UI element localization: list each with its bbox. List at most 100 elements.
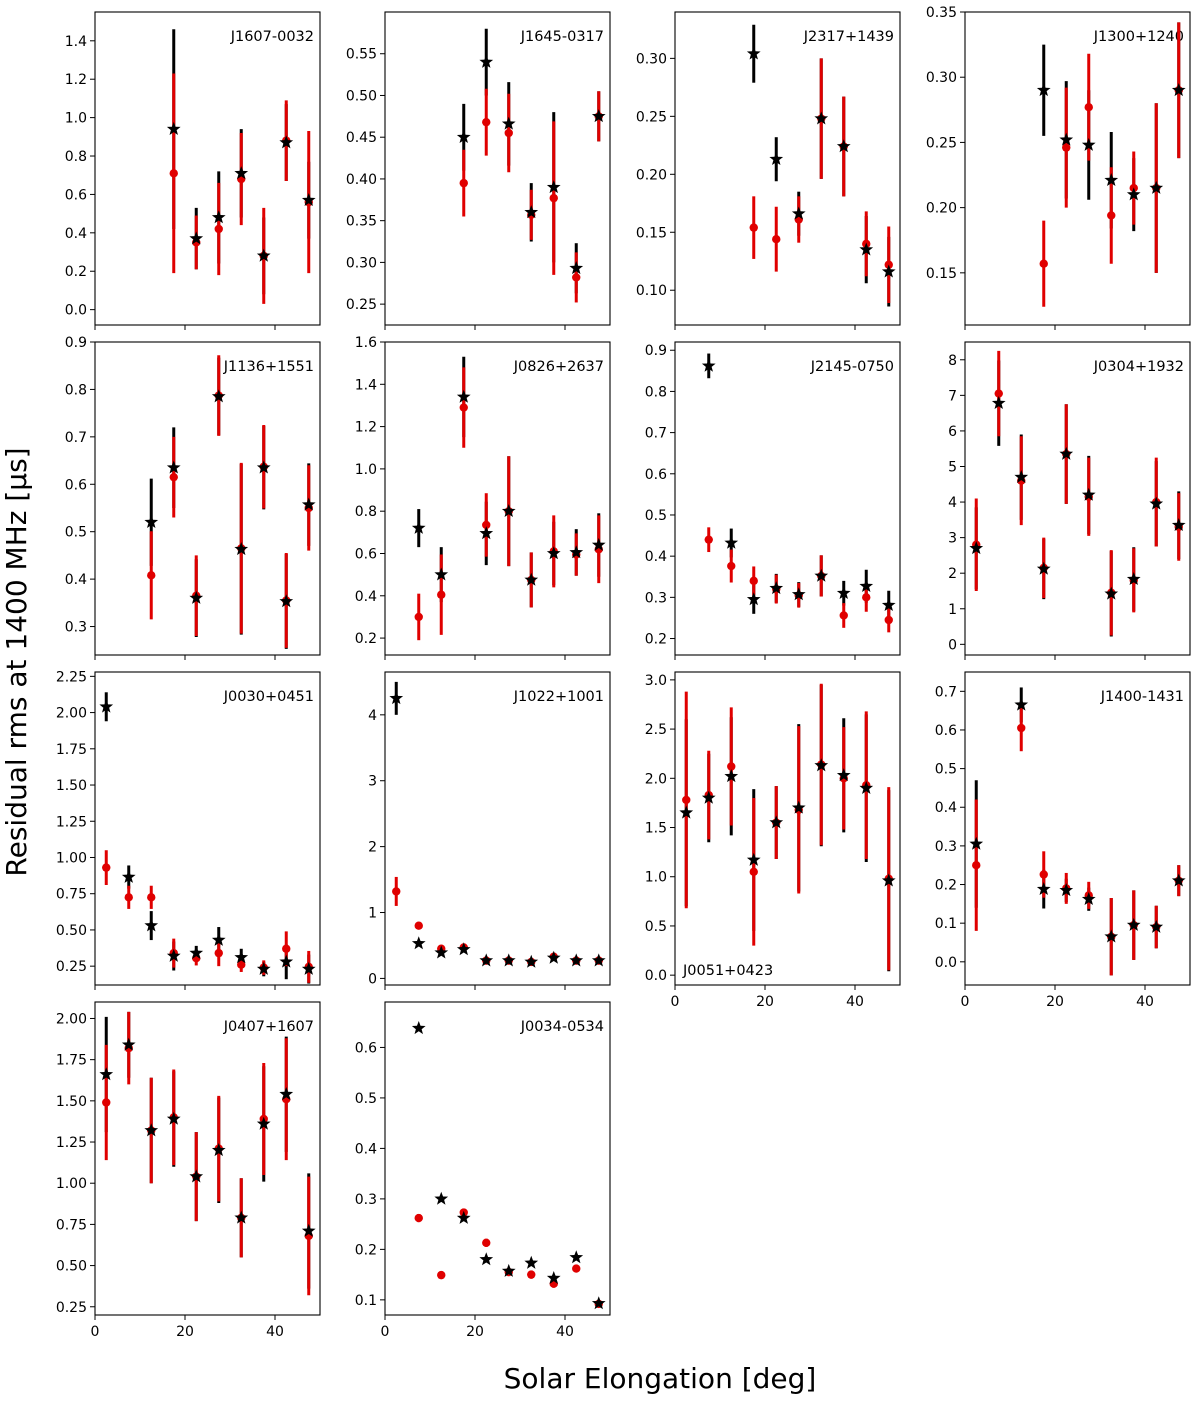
y-tick-label: 8 xyxy=(948,353,957,369)
plot-frame xyxy=(94,341,321,656)
pulsar-label: J0034-0534 xyxy=(520,1019,604,1035)
y-tick-label: 0.20 xyxy=(926,201,957,217)
y-tick-label: 3.0 xyxy=(645,673,667,689)
panel-grid: 0.00.20.40.60.81.01.21.4 J1607-00320.250.… xyxy=(56,5,1191,1340)
y-tick-label: 0.6 xyxy=(935,723,957,739)
y-tick-label: 0.8 xyxy=(645,384,667,400)
panel-j1136+1551: 0.3 0.4 0.5 0.6 0.7 0.8 0.9 J1136+1551 xyxy=(65,335,321,660)
black-star-point xyxy=(479,953,494,967)
black-star-point xyxy=(746,46,761,60)
black-star-point xyxy=(189,945,204,959)
black-star-point xyxy=(501,1263,516,1277)
y-tick-label: 0.1 xyxy=(355,1293,377,1309)
black-star-point xyxy=(121,1037,136,1051)
black-star-point xyxy=(1036,881,1051,895)
y-tick-label: 0.30 xyxy=(636,51,667,67)
black-star-point xyxy=(1014,469,1029,483)
black-star-point xyxy=(1081,892,1096,906)
black-star-point xyxy=(211,932,226,946)
panel-j0034-0534: 0.1 0.2 0.3 0.4 0.5 0.6 0 20 40 J0034-0534 xyxy=(355,1001,611,1340)
black-star-point xyxy=(1149,919,1164,933)
black-star-point xyxy=(791,206,806,220)
black-star-point xyxy=(389,691,404,705)
pulsar-label: J0407+1607 xyxy=(223,1019,314,1035)
black-star-point xyxy=(546,180,561,194)
y-tick-label: 1.25 xyxy=(56,814,87,830)
red-point xyxy=(862,593,871,602)
plot-frame xyxy=(674,671,901,986)
black-star-point xyxy=(591,109,606,123)
plot-frame xyxy=(384,671,611,986)
x-tick-label: 0 xyxy=(671,994,680,1010)
black-star-point xyxy=(166,460,181,474)
y-tick-label: 1.6 xyxy=(355,335,377,351)
black-star-point xyxy=(1104,173,1119,187)
y-tick-label: 0.7 xyxy=(645,426,667,442)
black-star-point xyxy=(1104,929,1119,943)
black-star-point xyxy=(524,205,539,219)
black-star-point xyxy=(814,758,829,772)
y-tick-label: 1.5 xyxy=(645,821,667,837)
red-point xyxy=(147,893,156,902)
panel-j0051+0423: 0.0 0.5 1.0 1.5 2.0 2.5 3.0 0 20 40 J0051+0423 xyxy=(645,671,901,1010)
black-star-point xyxy=(546,546,561,560)
black-star-point xyxy=(969,541,984,555)
red-point xyxy=(504,128,513,138)
y-tick-label: 0.2 xyxy=(645,632,667,648)
red-point xyxy=(214,224,223,234)
black-star-point xyxy=(211,389,226,403)
y-tick-label: 1.0 xyxy=(65,111,87,127)
y-tick-label: 0.5 xyxy=(645,508,667,524)
black-star-point xyxy=(591,1296,606,1310)
y-tick-label: 0.4 xyxy=(65,226,87,242)
y-tick-label: 0.0 xyxy=(645,968,667,984)
plot-frame xyxy=(674,11,901,326)
black-star-point xyxy=(1126,572,1141,586)
black-star-point xyxy=(1104,586,1119,600)
plot-frame xyxy=(94,1001,321,1316)
black-star-point xyxy=(591,953,606,967)
plot-frame xyxy=(384,11,611,326)
y-tick-label: 1.50 xyxy=(56,778,87,794)
y-tick-label: 1.75 xyxy=(56,742,87,758)
red-point xyxy=(169,472,178,482)
y-tick-label: 1.00 xyxy=(56,1176,87,1192)
y-tick-label: 0.50 xyxy=(56,923,87,939)
y-tick-label: 0.0 xyxy=(65,303,87,319)
red-point xyxy=(459,403,468,412)
y-tick-label: 0.15 xyxy=(926,266,957,282)
black-star-point xyxy=(1126,917,1141,931)
red-point xyxy=(772,235,781,244)
black-star-point xyxy=(569,261,584,275)
black-star-point xyxy=(991,395,1006,409)
y-tick-label: 2.00 xyxy=(56,1011,87,1027)
y-tick-label: 1.00 xyxy=(56,850,87,866)
black-star-point xyxy=(724,535,739,549)
red-point xyxy=(102,1098,111,1107)
y-tick-label: 0 xyxy=(368,971,377,987)
pulsar-label: J1607-0032 xyxy=(230,29,314,45)
y-tick-label: 0.15 xyxy=(636,225,667,241)
y-tick-label: 0.20 xyxy=(636,167,667,183)
y-tick-label: 0.3 xyxy=(645,590,667,606)
pulsar-label: J1022+1001 xyxy=(513,689,604,705)
y-tick-label: 2 xyxy=(948,566,957,582)
x-tick-label: 20 xyxy=(1046,994,1064,1010)
black-star-point xyxy=(234,950,249,964)
plot-frame xyxy=(964,671,1191,986)
red-point xyxy=(437,590,446,599)
y-tick-label: 3 xyxy=(948,531,957,547)
panel-j1300+1240: 0.15 0.20 0.25 0.30 0.35 J1300+1240 xyxy=(926,5,1191,330)
black-star-point xyxy=(456,942,471,956)
black-star-point xyxy=(769,152,784,166)
black-star-point xyxy=(301,497,316,511)
black-star-point xyxy=(836,768,851,782)
black-star-point xyxy=(479,526,494,540)
red-point xyxy=(572,273,581,282)
panel-j0304+1932: 0 1 2 3 4 5 6 7 8 J0304+1932 xyxy=(948,341,1191,660)
black-star-point xyxy=(769,815,784,829)
y-tick-label: 1.0 xyxy=(355,462,377,478)
y-tick-label: 0.3 xyxy=(355,1192,377,1208)
pulsar-label: J1136+1551 xyxy=(223,359,314,375)
y-tick-label: 0.6 xyxy=(65,477,87,493)
